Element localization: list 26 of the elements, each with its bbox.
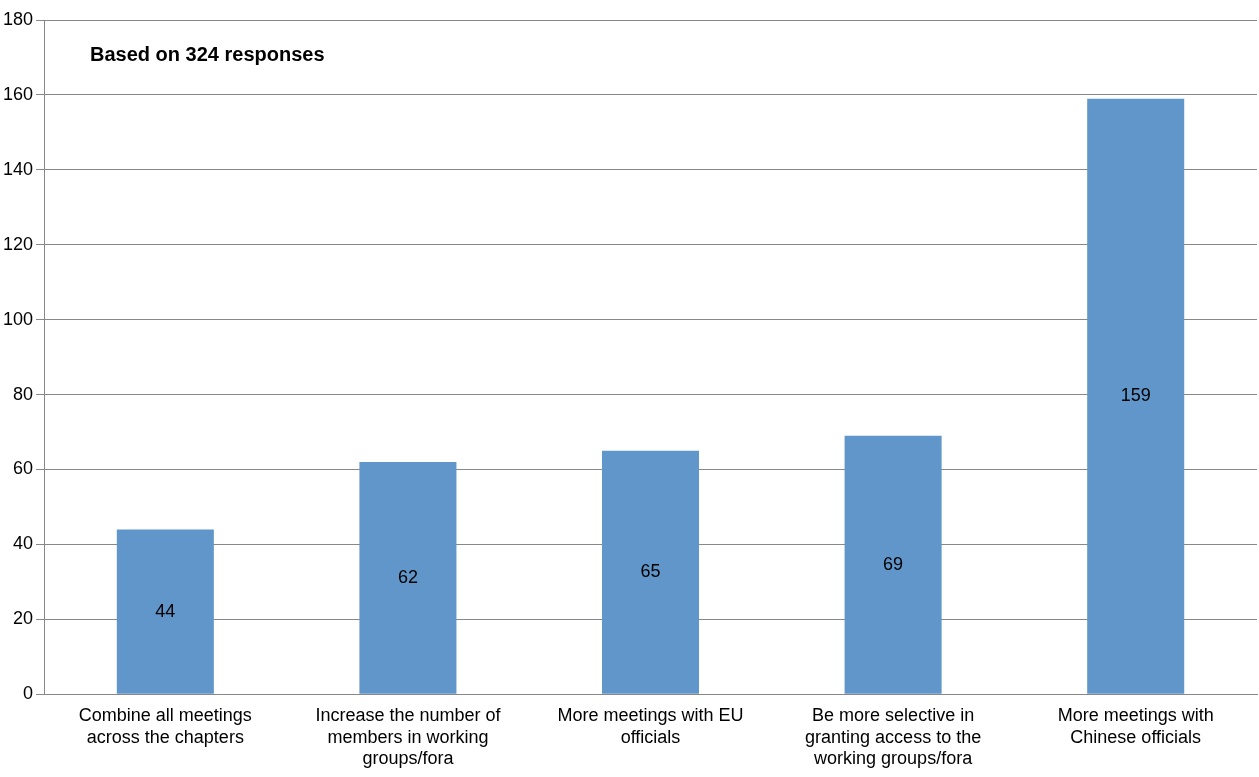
- y-tick-label: 20: [13, 608, 34, 629]
- data-label: 159: [1120, 385, 1151, 406]
- bar: [116, 529, 214, 694]
- bar: [844, 435, 942, 694]
- x-tick-label: Increase the number of members in working groups/fora: [315, 704, 502, 769]
- x-tick-label: More meetings with Chinese officials: [1057, 704, 1214, 747]
- bar: [602, 450, 700, 694]
- data-label: 62: [397, 566, 418, 587]
- data-label: 44: [155, 600, 176, 621]
- y-tick-label: 100: [2, 308, 34, 329]
- y-tick-label: 0: [23, 683, 34, 704]
- y-tick-label: 160: [2, 83, 34, 104]
- text: Based on 324 responses: [90, 42, 325, 65]
- y-tick-label: 120: [2, 233, 34, 254]
- bar: [359, 461, 457, 694]
- x-tick-label: Combine all meetings across the chapters: [78, 704, 252, 747]
- bar: [1087, 98, 1185, 694]
- y-tick-label: 80: [13, 383, 34, 404]
- data-label: 69: [883, 553, 904, 574]
- y-tick-label: 140: [2, 158, 34, 179]
- x-tick-label: More meetings with EU officials: [557, 704, 744, 747]
- y-tick-label: 40: [13, 533, 34, 554]
- y-tick-label: 180: [2, 8, 34, 29]
- data-label: 65: [640, 561, 661, 582]
- x-tick-label: Be more selective in granting access to the working groups/fora: [805, 704, 982, 769]
- y-tick-label: 60: [13, 458, 34, 479]
